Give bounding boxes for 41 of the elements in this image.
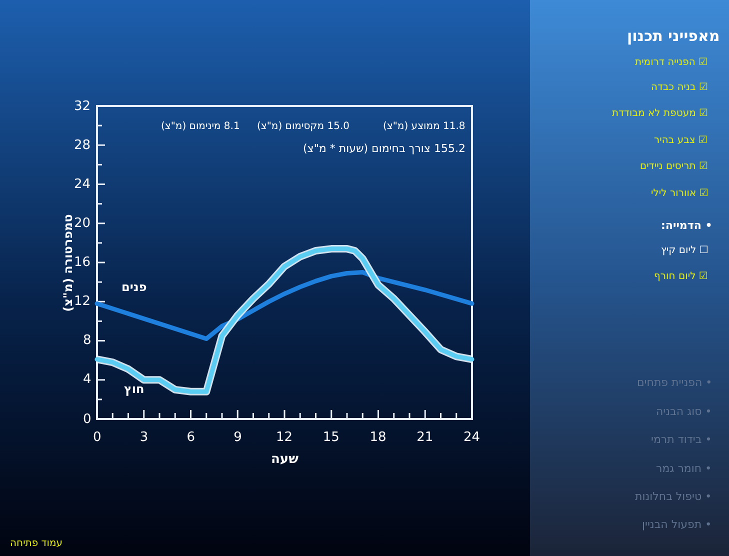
y-tick-label: 16 [74,255,91,270]
text: ☑ הפנייה דרומית [635,56,708,68]
text: מאפייני תכנון [627,27,720,45]
y-tick-label: 28 [74,138,91,153]
text: ☑ מעטפת לא מבודדת [612,108,708,118]
annotation: 11.8 ממוצע (מ"צ) [383,120,466,132]
x-tick-label: 12 [276,430,293,444]
text: עמוד פתיחה [10,538,63,548]
y-axis-title: טמפרטורה (מ"צ) [60,214,75,312]
x-tick-label: 24 [464,430,480,444]
x-axis-title: שעה [271,452,298,466]
text: • הפניית פתחים [637,376,712,388]
x-tick-label: 6 [186,430,196,444]
text: • סוג הבניה [656,404,712,418]
annotation: 15.0 מקסימום (מ"צ) [257,120,350,132]
annotation: 155.2 צורך בחימום (שעות * מ"צ) [303,142,466,154]
y-tick-label: 8 [83,333,92,348]
text: • בידוד תרמי [651,432,712,446]
text: ☐ ליום קיץ [661,244,708,256]
text: ☑ תריסים ניידים [640,160,708,172]
x-tick-label: 18 [370,430,386,444]
text: ☑ צבע בהיר [654,134,708,146]
y-tick-label: 24 [74,176,91,192]
x-tick-label: 21 [416,430,434,444]
text: • חומר גמר [656,462,712,474]
text: ☑ ליום חורף [654,270,708,282]
text: • טיפול בחלונות [635,490,712,502]
text: ☑ אוורור לילי [651,188,708,198]
x-tick-label: 9 [234,430,242,444]
annotation: 8.1 מינימום (מ"צ) [161,120,240,132]
y-tick-label: 0 [83,412,92,426]
x-tick-label: 0 [93,430,102,444]
text: ☑ בניה כבדה [651,82,708,92]
y-tick-label: 20 [74,216,91,231]
x-tick-label: 15 [322,430,340,444]
text: • הדמייה: [661,218,712,232]
text: • תפעול הבניין [642,518,712,530]
y-tick-label: 4 [83,372,92,388]
y-tick-label: 32 [74,98,91,114]
x-tick-label: 3 [140,430,148,444]
y-tick-label: 12 [74,294,91,310]
